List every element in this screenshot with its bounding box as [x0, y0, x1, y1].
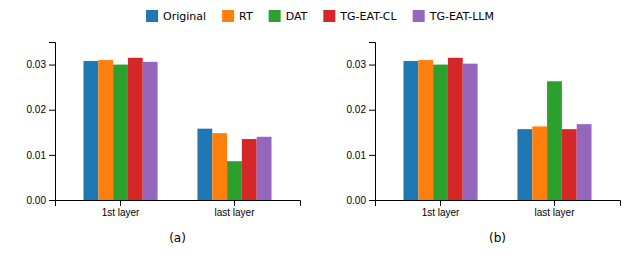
- bar: [448, 58, 463, 200]
- tick-label: 0.00: [347, 195, 367, 206]
- tick: 0.00: [347, 195, 375, 206]
- panel: 0.00 0.01 0.02 0.03 1st layer last layer (a): [27, 43, 301, 246]
- x-axis: 1st layer last layer: [56, 200, 301, 218]
- legend: Original RT DAT TG-EAT-CL TG-EAT-LLM: [146, 10, 494, 23]
- tick-label: last layer: [534, 207, 575, 218]
- tick: 0.03: [27, 59, 55, 70]
- tick-label: last layer: [214, 207, 255, 218]
- bar: [433, 65, 448, 200]
- bar: [197, 129, 212, 200]
- y-axis: 0.00 0.01 0.02 0.03: [27, 43, 56, 206]
- tick-mark: [234, 200, 235, 206]
- tick-mark: [49, 200, 55, 201]
- axis-line: [369, 43, 376, 201]
- tick: 0.02: [347, 104, 375, 115]
- tick-label: 0.01: [27, 150, 47, 161]
- tick-label: 0.02: [347, 104, 367, 115]
- tick: 0.01: [27, 150, 55, 161]
- legend-item: TG-EAT-CL: [323, 10, 397, 23]
- bar: [212, 133, 227, 200]
- panel: 0.00 0.01 0.02 0.03 1st layer last layer (b): [347, 43, 621, 246]
- tick-mark: [554, 200, 555, 206]
- tick-mark: [369, 110, 375, 111]
- tick-mark: [49, 155, 55, 156]
- tick: 1st layer: [102, 200, 140, 218]
- legend-swatch: [146, 10, 158, 22]
- tick: 0.02: [27, 104, 55, 115]
- legend-label: TG-EAT-LLM: [429, 10, 494, 23]
- tick-mark: [49, 65, 55, 66]
- tick: 0.01: [347, 150, 375, 161]
- bar: [562, 129, 577, 200]
- tick: 0.03: [347, 59, 375, 70]
- tick-label: 1st layer: [102, 207, 140, 218]
- tick-mark: [440, 200, 441, 206]
- legend-label: TG-EAT-CL: [339, 10, 397, 23]
- bar: [83, 61, 98, 200]
- x-axis: 1st layer last layer: [376, 200, 621, 218]
- bar: [532, 126, 547, 200]
- legend-label: RT: [239, 10, 253, 23]
- bar: [547, 81, 562, 200]
- legend-item: Original: [146, 10, 206, 23]
- tick: 0.00: [27, 195, 55, 206]
- legend-item: DAT: [269, 10, 308, 23]
- bar: [98, 60, 113, 200]
- axis-line: [49, 43, 56, 201]
- x-axis-label: (a): [169, 231, 186, 245]
- legend-item: RT: [222, 10, 253, 23]
- bar: [577, 124, 592, 200]
- tick-label: 0.00: [27, 195, 47, 206]
- y-axis: 0.00 0.01 0.02 0.03: [347, 43, 376, 206]
- axis-line: [376, 201, 621, 207]
- tick: 1st layer: [422, 200, 460, 218]
- legend-swatch: [269, 10, 281, 22]
- x-axis-label: (b): [489, 231, 506, 245]
- bar: [143, 62, 158, 200]
- tick: last layer: [534, 200, 575, 218]
- bar: [113, 65, 128, 200]
- tick-mark: [369, 65, 375, 66]
- bar: [128, 58, 143, 200]
- bars: [83, 58, 271, 200]
- tick-label: 0.01: [347, 150, 367, 161]
- bar: [463, 64, 478, 200]
- legend-label: DAT: [286, 10, 308, 23]
- bar: [403, 61, 418, 200]
- bar: [257, 137, 272, 200]
- legend-item: TG-EAT-LLM: [413, 10, 494, 23]
- tick: last layer: [214, 200, 255, 218]
- bar: [242, 139, 257, 200]
- bar: [517, 129, 532, 200]
- tick-label: 0.03: [347, 59, 367, 70]
- legend-label: Original: [163, 10, 206, 23]
- tick-label: 0.03: [27, 59, 47, 70]
- chart: 0.00 0.01 0.02 0.03 1st layer last layer (a) Or…: [0, 0, 640, 260]
- tick-label: 1st layer: [422, 207, 460, 218]
- bar: [227, 161, 242, 200]
- axis-line: [56, 201, 301, 207]
- tick-mark: [369, 200, 375, 201]
- bar: [418, 60, 433, 200]
- tick-mark: [120, 200, 121, 206]
- bars: [403, 58, 591, 200]
- tick-mark: [369, 155, 375, 156]
- legend-swatch: [323, 10, 335, 22]
- tick-label: 0.02: [27, 104, 47, 115]
- legend-swatch: [222, 10, 234, 22]
- legend-swatch: [413, 10, 425, 22]
- tick-mark: [49, 110, 55, 111]
